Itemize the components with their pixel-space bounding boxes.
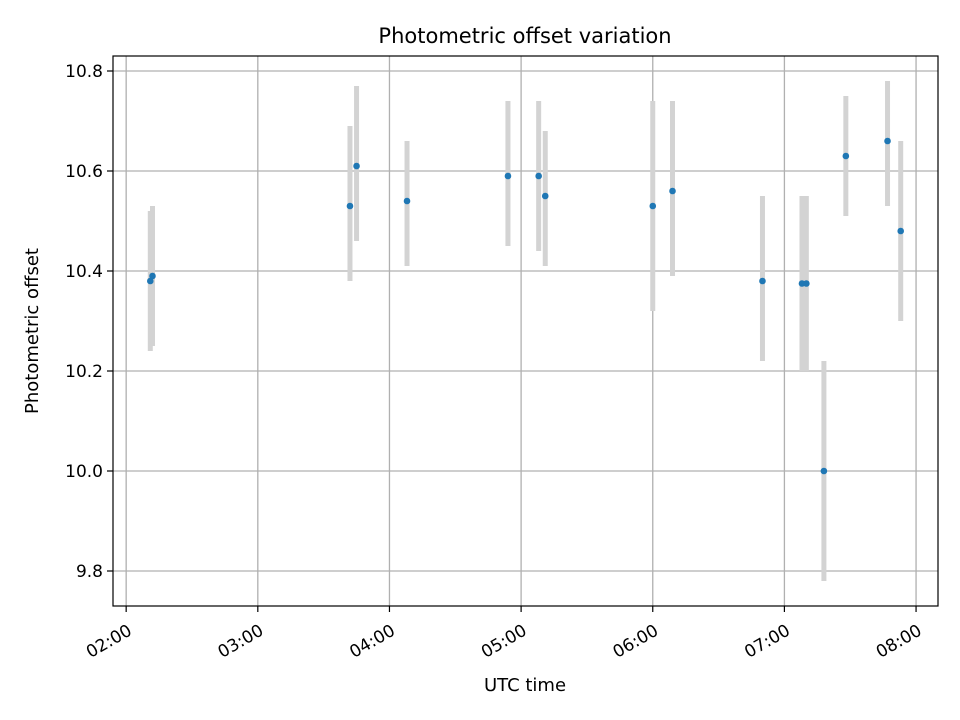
y-tick-label: 10.4 (65, 262, 103, 282)
data-point (669, 187, 676, 195)
data-point (649, 202, 657, 210)
data-point (759, 277, 766, 285)
y-tick-label: 10.6 (65, 162, 103, 182)
data-point (346, 202, 354, 210)
data-point (149, 272, 156, 280)
data-point (820, 467, 828, 475)
y-tick-label: 10.0 (65, 462, 103, 482)
data-point (535, 172, 542, 180)
y-tick-label: 10.2 (65, 362, 103, 382)
data-point (403, 197, 411, 205)
chart-title: Photometric offset variation (378, 24, 671, 48)
data-point (842, 152, 850, 160)
data-point (504, 172, 512, 180)
data-point (147, 277, 154, 285)
data-point (353, 162, 360, 170)
plot-frame (112, 55, 939, 607)
y-tick-label: 9.8 (76, 562, 103, 582)
data-point (897, 227, 904, 235)
y-axis-label: Photometric offset (22, 248, 43, 414)
data-points (147, 137, 904, 475)
y-tick-label: 10.8 (65, 62, 103, 82)
data-point (803, 280, 810, 287)
x-axis-label: UTC time (484, 675, 566, 696)
data-point (541, 192, 549, 200)
data-point (884, 137, 891, 145)
y-axis-ticks: 9.8 10.0 10.2 10.4 10.6 10.8 (65, 62, 113, 582)
